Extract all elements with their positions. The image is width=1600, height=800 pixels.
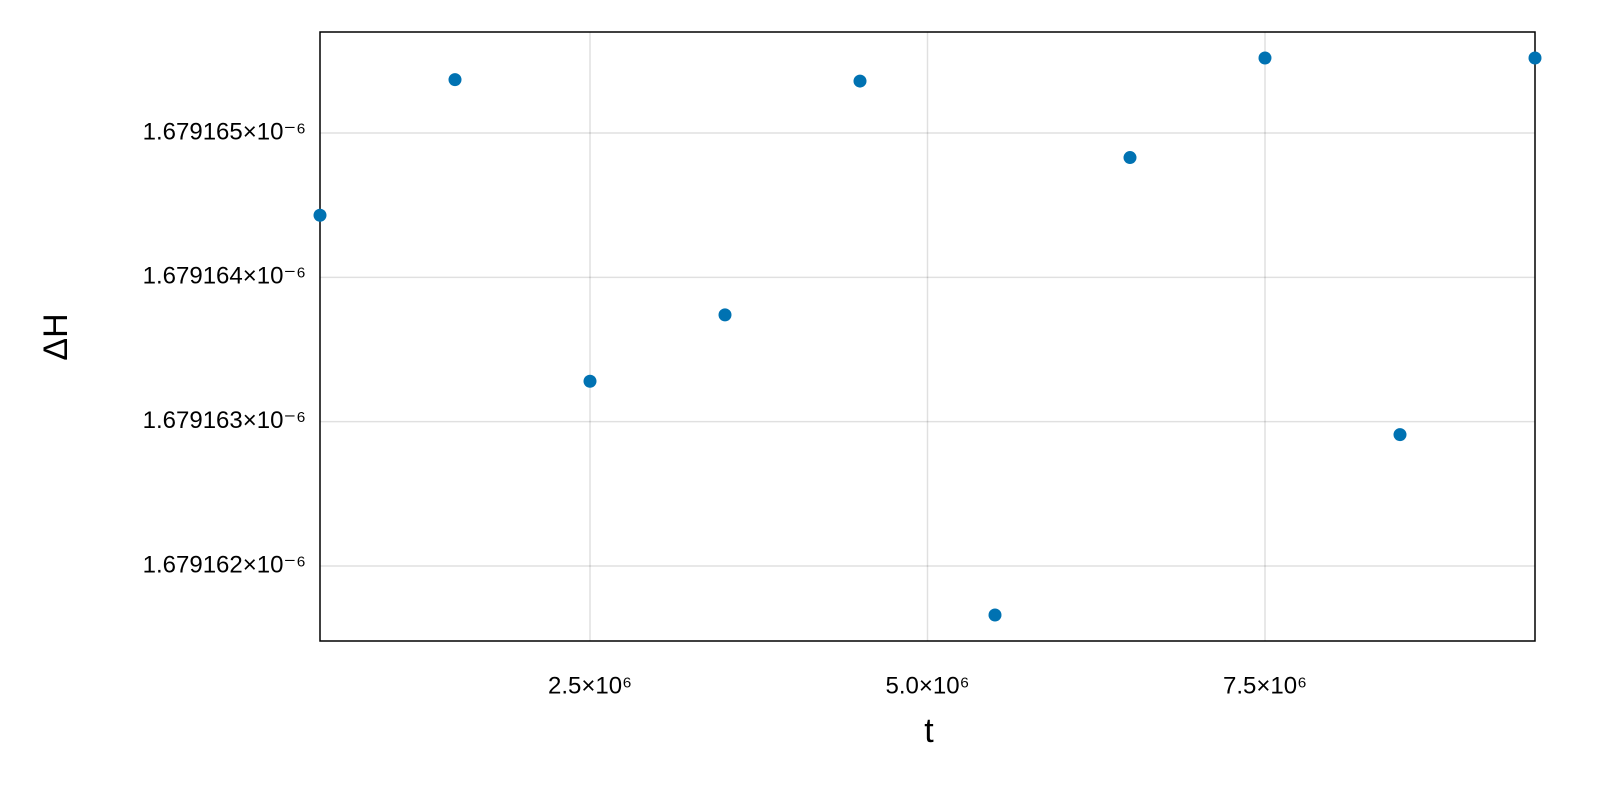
point	[853, 74, 867, 88]
x-tick-label: 2.5×10⁶	[548, 672, 632, 699]
point	[1258, 51, 1272, 65]
point	[583, 374, 597, 388]
point	[1528, 51, 1542, 65]
plot-frame	[319, 31, 1536, 642]
x-tick-label: 7.5×10⁶	[1223, 672, 1307, 699]
x-axis-label: t	[924, 712, 934, 750]
x-tick-label: 5.0×10⁶	[886, 672, 970, 699]
point	[448, 73, 462, 87]
point	[718, 308, 732, 322]
point	[313, 208, 327, 222]
point	[988, 608, 1002, 622]
y-axis-label: ΔH	[37, 313, 75, 360]
point	[1123, 151, 1137, 165]
y-tick-label: 1.679164×10⁻⁶	[143, 263, 306, 290]
y-tick-label: 1.679162×10⁻⁶	[143, 551, 306, 578]
y-tick-label: 1.679165×10⁻⁶	[143, 118, 306, 145]
point	[1393, 428, 1407, 442]
y-tick-label: 1.679163×10⁻⁶	[143, 407, 306, 434]
